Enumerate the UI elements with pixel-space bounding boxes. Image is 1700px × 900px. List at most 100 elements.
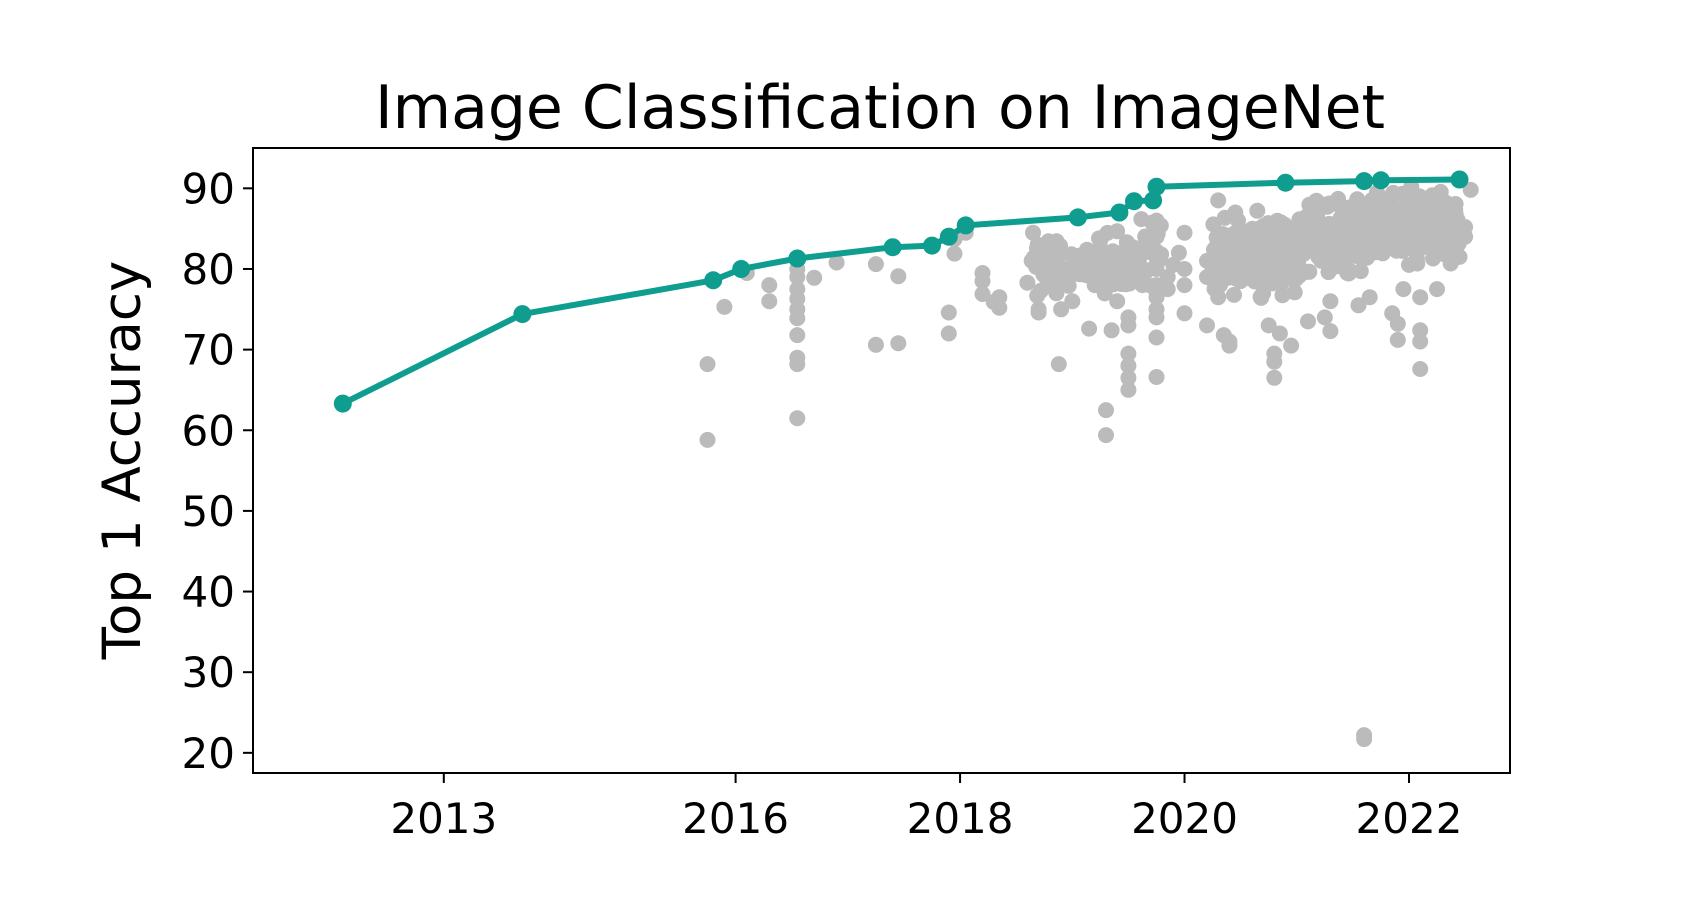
model-point (974, 265, 991, 281)
model-point (1176, 305, 1193, 322)
model-point (1384, 203, 1401, 220)
model-point (1260, 317, 1277, 334)
model-point (1301, 263, 1318, 280)
model-point (1148, 243, 1165, 260)
model-point (1019, 274, 1036, 291)
model-point (1286, 284, 1303, 301)
model-point (1176, 261, 1193, 277)
model-point (1120, 357, 1137, 374)
model-point (1098, 265, 1115, 282)
plot-frame (252, 147, 1511, 774)
sota-point (1147, 177, 1166, 196)
model-point (1271, 325, 1288, 342)
model-point (699, 356, 716, 373)
sota-point (956, 216, 975, 235)
model-point (1379, 230, 1396, 247)
sota-point (939, 227, 958, 246)
model-point (1273, 214, 1290, 231)
model-point (1274, 287, 1291, 304)
model-point (1260, 251, 1277, 268)
model-point (1429, 281, 1445, 298)
sota-point (923, 236, 941, 255)
model-point (1053, 301, 1070, 318)
model-point (1361, 289, 1378, 306)
model-point (1110, 260, 1127, 276)
model-point (1199, 317, 1215, 334)
sota-point (732, 260, 751, 278)
model-point (1368, 216, 1385, 233)
model-point (1316, 309, 1333, 326)
model-point (1232, 222, 1249, 239)
model-point (1349, 191, 1366, 208)
model-point (940, 304, 957, 321)
model-point (1025, 224, 1041, 241)
y-tick-label: 90 (182, 164, 235, 213)
model-point (1397, 211, 1414, 228)
model-point (1120, 369, 1137, 386)
model-point (806, 269, 823, 286)
model-point (828, 254, 845, 271)
x-tick-label: 2022 (1356, 794, 1463, 843)
model-point (761, 277, 778, 294)
model-point (946, 245, 963, 262)
model-point (1308, 192, 1325, 209)
model-point (1322, 323, 1339, 340)
model-point (1462, 181, 1479, 198)
model-point (1335, 208, 1352, 225)
model-point (1103, 322, 1120, 339)
model-point (1120, 309, 1137, 326)
model-point (1029, 236, 1046, 253)
model-point (1212, 240, 1229, 257)
sota-point (704, 271, 723, 290)
sota-point (788, 249, 807, 268)
model-point (1030, 301, 1047, 318)
model-point (1118, 234, 1135, 251)
model-point (1266, 369, 1283, 386)
model-point (1109, 223, 1126, 240)
model-point (1048, 285, 1065, 302)
model-point (1253, 289, 1270, 306)
x-tick-label: 2018 (907, 794, 1014, 843)
model-point (1244, 220, 1261, 237)
model-point (1120, 345, 1137, 362)
model-point (1025, 249, 1042, 266)
sota-layer (333, 170, 1469, 413)
model-point (867, 256, 884, 273)
other-models-layer (699, 178, 1479, 748)
model-point (1266, 345, 1283, 362)
model-point (1029, 287, 1046, 304)
model-point (1310, 248, 1327, 265)
y-tick-label: 50 (182, 487, 235, 536)
model-point (1438, 206, 1455, 223)
model-point (1064, 293, 1081, 310)
model-point (1050, 356, 1067, 373)
model-point (1143, 277, 1160, 294)
model-point (1355, 249, 1371, 266)
model-point (1384, 188, 1401, 205)
model-point (699, 431, 716, 448)
model-point (1249, 202, 1266, 219)
model-point (1412, 333, 1429, 350)
model-point (1144, 214, 1161, 231)
model-point (1227, 204, 1244, 221)
sota-point (1110, 203, 1129, 222)
sota-point (1355, 172, 1374, 191)
model-point (1448, 229, 1465, 246)
model-point (789, 349, 806, 366)
model-point (1142, 228, 1159, 245)
model-point (1279, 270, 1296, 286)
model-point (1052, 237, 1068, 254)
model-point (1148, 301, 1165, 318)
y-tick-label: 20 (182, 729, 235, 778)
x-tick-label: 2013 (390, 794, 497, 843)
model-point (789, 327, 806, 344)
model-point (867, 336, 884, 353)
model-point (1283, 337, 1300, 354)
model-point (974, 286, 991, 302)
model-point (1322, 293, 1339, 310)
y-tick-label: 70 (182, 326, 235, 375)
model-point (1159, 281, 1176, 298)
model-point (1226, 286, 1242, 303)
model-point (1069, 263, 1086, 280)
